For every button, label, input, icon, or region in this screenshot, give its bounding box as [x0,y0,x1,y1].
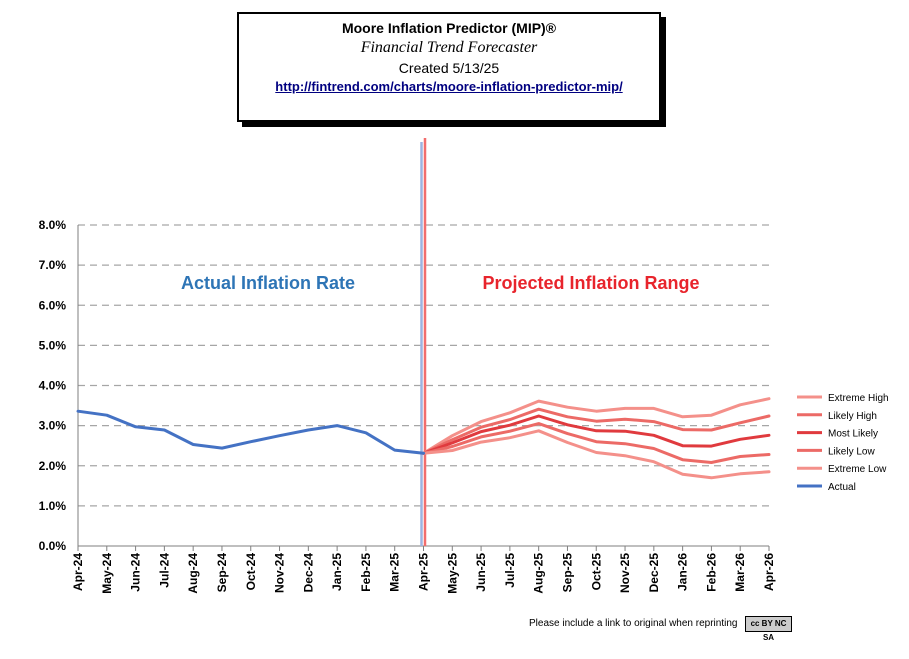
chart-title: Moore Inflation Predictor (MIP)® [341,20,557,36]
x-tick-label: Mar-26 [733,553,747,592]
series-line-extreme-low [422,429,771,480]
x-tick-label: Apr-25 [417,553,431,591]
reprint-note: Please include a link to original when r… [529,618,738,629]
x-tick-label: Nov-24 [273,553,287,593]
y-tick-label: 2.0% [39,459,67,473]
series-line-actual [76,409,425,455]
title-box: Moore Inflation Predictor (MIP)® Financi… [237,12,661,122]
x-tick-label: Dec-25 [647,553,661,593]
created-date: Created 5/13/25 [398,60,500,76]
source-link[interactable]: http://fintrend.com/charts/moore-inflati… [275,79,623,94]
legend-label: Likely High [828,411,877,422]
x-tick-label: Dec-24 [301,553,315,593]
legend-label: Extreme High [828,393,889,404]
legend-label: Actual [828,482,856,493]
legend-label: Extreme Low [828,464,887,475]
legend-label: Likely Low [828,446,875,457]
projected-annotation: Projected Inflation Range [482,273,699,293]
creative-commons-badge: cc BY NC SA [745,616,792,642]
x-tick-label: Aug-25 [532,553,546,594]
x-tick-label: May-24 [100,553,114,594]
x-tick-label: Jun-24 [129,553,143,592]
y-tick-label: 0.0% [39,539,67,553]
x-tick-label: Jun-25 [474,553,488,592]
y-tick-label: 7.0% [39,258,67,272]
x-tick-label: Feb-25 [359,553,373,592]
x-tick-label: Feb-26 [704,553,718,592]
x-tick-label: Jan-26 [676,553,690,591]
x-tick-label: Jan-25 [330,553,344,591]
y-tick-label: 6.0% [39,298,67,312]
y-tick-label: 3.0% [39,419,67,433]
y-tick-label: 8.0% [39,218,67,232]
y-tick-label: 1.0% [39,499,67,513]
y-tick-label: 5.0% [39,338,67,352]
x-tick-label: Mar-25 [388,553,402,592]
x-tick-label: Sep-24 [215,553,229,593]
chart-subtitle: Financial Trend Forecaster [360,39,538,56]
legend-label: Most Likely [828,429,878,440]
x-tick-label: Apr-26 [762,553,776,591]
actual-annotation: Actual Inflation Rate [181,273,355,293]
series-line-likely-high [422,407,771,455]
x-tick-label: May-25 [445,553,459,594]
x-tick-label: Sep-25 [560,553,574,593]
x-tick-label: Apr-24 [71,553,85,591]
x-tick-label: Oct-24 [244,553,258,591]
series-line-extreme-high [422,397,771,455]
y-tick-label: 4.0% [39,379,67,393]
x-tick-label: Aug-24 [186,553,200,594]
x-tick-label: Jul-24 [157,553,171,588]
x-tick-label: Nov-25 [618,553,632,593]
x-tick-label: Oct-25 [589,553,603,591]
series-line-most-likely [422,414,771,455]
series-line-likely-low [422,422,771,464]
x-tick-label: Jul-25 [503,553,517,588]
